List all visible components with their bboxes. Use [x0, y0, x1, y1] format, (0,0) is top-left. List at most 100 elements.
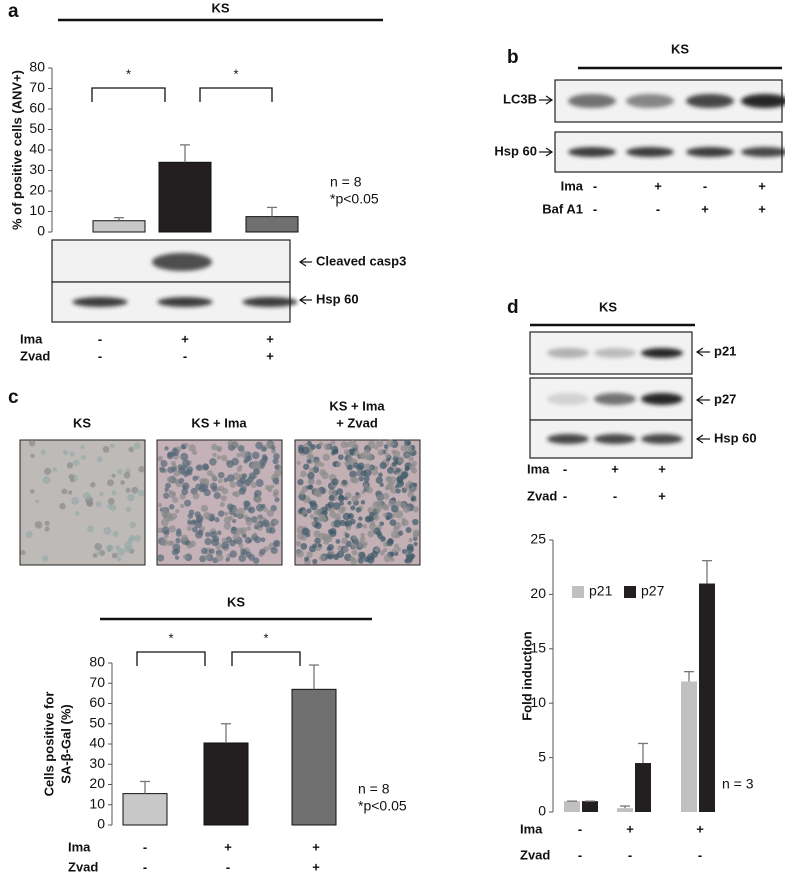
blot-label: Hsp 60: [316, 291, 359, 306]
cell: [319, 554, 326, 562]
cell: [160, 460, 168, 468]
cell: [163, 492, 170, 499]
cell: [341, 479, 348, 486]
cell: [344, 461, 349, 466]
annotation: n = 3: [722, 776, 754, 792]
arrow-head: [298, 257, 307, 267]
y-tick-label: 5: [538, 748, 546, 764]
cell: [175, 508, 180, 514]
cell: [369, 511, 374, 517]
cell: [137, 489, 145, 497]
cell: [157, 503, 163, 508]
cell: [209, 530, 218, 539]
cell: [405, 465, 411, 471]
cell: [379, 550, 385, 556]
cell: [157, 527, 163, 533]
cell: [255, 479, 264, 488]
cell: [245, 518, 253, 526]
cell: [379, 482, 384, 487]
cell: [30, 453, 35, 459]
cell: [408, 456, 414, 462]
cell: [406, 543, 414, 551]
arrow-head: [298, 295, 307, 305]
cell: [400, 445, 407, 452]
cell: [261, 456, 268, 463]
arrow-head: [545, 147, 554, 157]
cell: [69, 451, 75, 457]
cell: [345, 491, 352, 499]
cell: [173, 470, 180, 477]
blot-band: [686, 94, 734, 108]
cell: [236, 512, 242, 519]
cell: [366, 515, 373, 522]
cell: [272, 491, 279, 498]
cell: [349, 555, 355, 562]
y-tick-label: 40: [89, 735, 105, 751]
cell: [306, 551, 313, 559]
cell: [250, 516, 258, 523]
cell: [25, 531, 33, 538]
panel-letter: a: [8, 1, 19, 22]
image-label: KS + Ima: [191, 415, 247, 430]
cell: [405, 526, 412, 533]
cell: [124, 541, 133, 550]
cell: [349, 470, 357, 478]
cell: [397, 456, 405, 464]
cell: [229, 550, 237, 558]
y-axis-label: % of positive cells (ANV+): [9, 70, 24, 230]
cell: [310, 444, 316, 450]
legend-label: p27: [641, 583, 665, 599]
cell: [412, 518, 419, 526]
cell: [117, 469, 123, 475]
cell: [42, 555, 49, 562]
cell: [321, 533, 330, 542]
cell: [271, 449, 276, 455]
legend-label: p21: [589, 583, 613, 599]
condition-mark: -: [143, 839, 147, 854]
cell: [412, 529, 420, 537]
cell: [334, 448, 339, 454]
cell: [302, 463, 310, 470]
cell: [306, 508, 312, 514]
cell: [359, 536, 366, 542]
cell: [116, 556, 122, 562]
cell: [232, 491, 237, 497]
cell: [217, 471, 225, 479]
cell: [102, 446, 110, 453]
cell: [363, 475, 370, 482]
cell: [255, 441, 263, 450]
cell: [238, 543, 244, 549]
cell: [109, 504, 117, 511]
y-tick-label: 20: [89, 775, 105, 791]
cell: [192, 475, 198, 481]
cell: [107, 497, 115, 505]
blot-band: [242, 297, 298, 307]
cell: [352, 535, 358, 541]
cell: [405, 556, 413, 563]
cell: [160, 506, 168, 514]
cell: [253, 468, 260, 475]
cell: [44, 520, 50, 526]
cell: [111, 552, 118, 559]
cell: [241, 549, 248, 555]
cell: [335, 539, 341, 544]
cell: [300, 534, 307, 541]
cell: [75, 511, 80, 516]
cell: [171, 491, 176, 496]
bar: [158, 161, 212, 233]
significance-star: *: [233, 66, 238, 81]
cell: [96, 550, 101, 555]
bar: [564, 801, 580, 812]
condition-mark: +: [658, 461, 666, 476]
cell: [317, 543, 322, 548]
cell: [350, 505, 356, 511]
cell: [390, 486, 398, 494]
cell: [191, 526, 198, 533]
cell: [224, 511, 229, 516]
cell: [214, 517, 220, 523]
cell: [358, 476, 364, 482]
bar: [582, 801, 598, 812]
cell: [125, 506, 132, 513]
condition-label: Zvad: [68, 859, 98, 874]
cell: [226, 503, 234, 511]
